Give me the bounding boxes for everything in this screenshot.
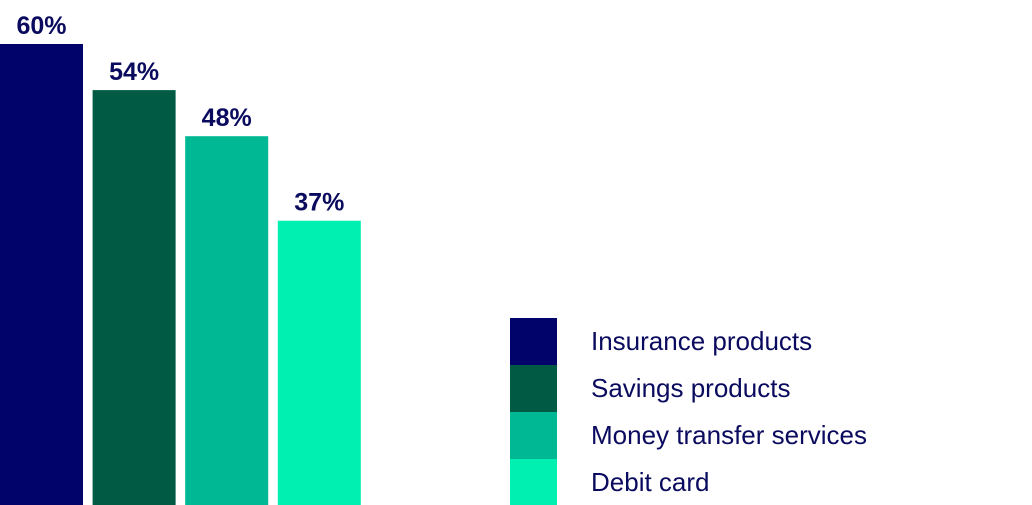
legend-label: Insurance products — [591, 326, 812, 356]
legend-swatch — [510, 365, 557, 412]
legend-label: Debit card — [591, 467, 710, 497]
bar — [185, 136, 269, 505]
value-label: 37% — [294, 189, 344, 217]
bar — [92, 90, 176, 505]
bar — [0, 44, 83, 505]
legend-swatch — [510, 412, 557, 459]
value-label: 54% — [109, 58, 159, 86]
legend-swatch — [510, 318, 557, 365]
legend-label: Savings products — [591, 373, 790, 403]
value-label: 60% — [16, 12, 66, 40]
legend-swatch — [510, 459, 557, 505]
value-label: 48% — [202, 104, 252, 132]
legend-label: Money transfer services — [591, 420, 867, 450]
bar — [277, 220, 361, 505]
